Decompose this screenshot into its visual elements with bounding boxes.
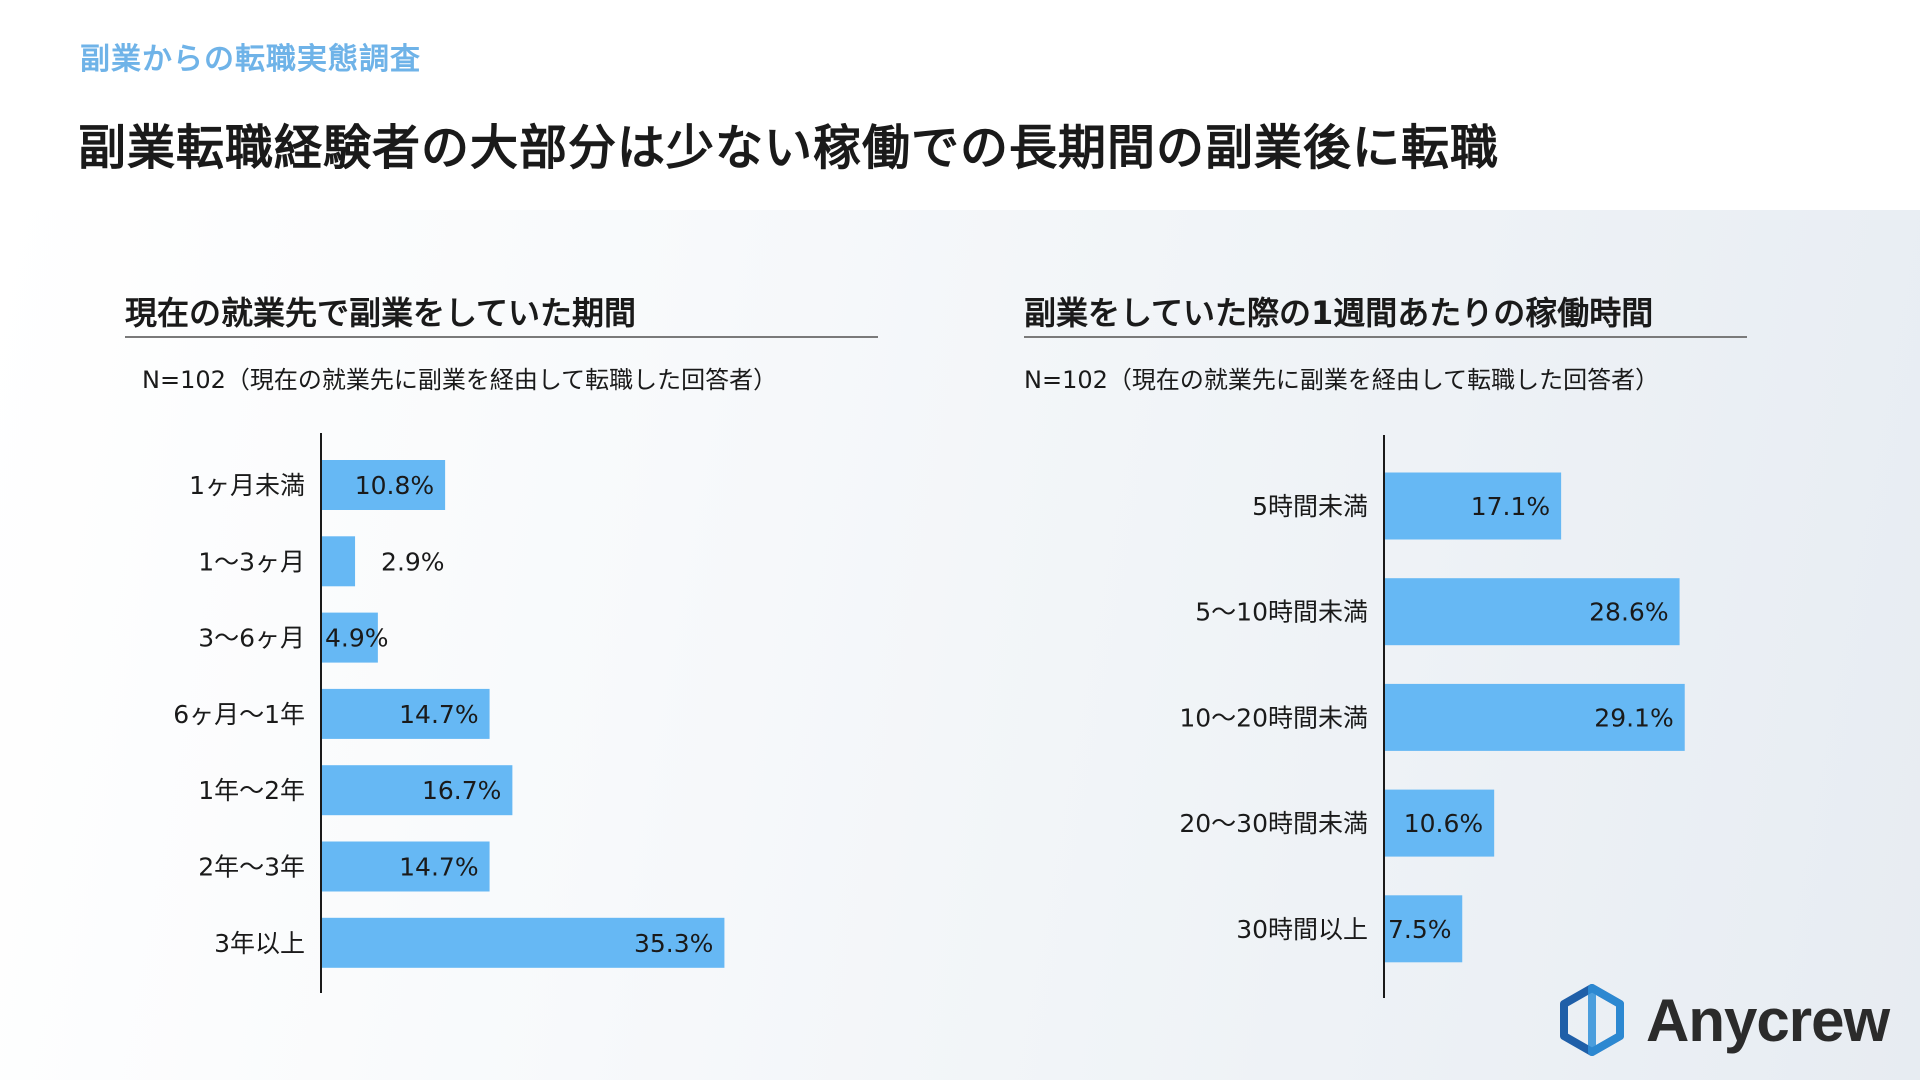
category-label: 10〜20時間未満 xyxy=(1179,703,1368,732)
bar xyxy=(1385,895,1463,963)
bar xyxy=(1385,472,1562,540)
value-label: 28.6% xyxy=(1589,598,1668,627)
bar xyxy=(322,688,490,739)
bar xyxy=(1385,789,1495,857)
value-label: 10.6% xyxy=(1404,809,1483,838)
category-label: 1年〜2年 xyxy=(198,776,305,805)
bar-chart-svg: 1ヶ月未満 10.8% 1〜3ヶ月 2.9% 3〜6ヶ月 4.9% 6ヶ月〜1年 14.7% 1… xyxy=(173,433,725,993)
chart-title: 副業をしていた際の1週間あたりの稼働時間 xyxy=(1024,294,1654,332)
bar xyxy=(322,841,490,892)
survey-eyebrow-title: 副業からの転職実態調査 xyxy=(80,42,421,77)
brand-logo: Anycrew xyxy=(1560,984,1900,1058)
chart-subtitle: N=102（現在の就業先に副業を経由して転職した回答者） xyxy=(142,366,778,394)
bar xyxy=(322,460,446,510)
category-label: 3年以上 xyxy=(214,929,305,958)
bar xyxy=(322,765,513,816)
value-label: 4.9% xyxy=(325,624,389,653)
brand-name: Anycrew xyxy=(1646,987,1890,1054)
category-label: 6ヶ月〜1年 xyxy=(173,700,305,729)
category-label: 30時間以上 xyxy=(1236,915,1368,944)
value-label: 35.3% xyxy=(634,929,713,958)
bar xyxy=(322,536,356,587)
bar xyxy=(322,917,725,968)
category-label: 1ヶ月未満 xyxy=(189,471,305,500)
value-label: 17.1% xyxy=(1471,492,1550,521)
chart-title: 現在の就業先で副業をしていた期間 xyxy=(125,294,637,332)
page-headline: 副業転職経験者の大部分は少ない稼働での長期間の副業後に転職 xyxy=(78,120,1500,176)
chart-weekly-work-hours: 副業をしていた際の1週間あたりの稼働時間 N=102（現在の就業先に副業を経由し… xyxy=(1024,288,1784,1008)
chart-side-job-duration: 現在の就業先で副業をしていた期間 N=102（現在の就業先に副業を経由して転職し… xyxy=(125,288,885,1008)
category-label: 2年〜3年 xyxy=(198,853,305,882)
category-label: 1〜3ヶ月 xyxy=(198,547,305,576)
bar-chart-svg: 5時間未満 17.1% 5〜10時間未満 28.6% 10〜20時間未満 29.1% 20〜… xyxy=(1179,435,1685,998)
bar xyxy=(1385,578,1680,646)
category-label: 20〜30時間未満 xyxy=(1179,809,1368,838)
value-label: 2.9% xyxy=(381,547,445,576)
hexagon-logo-icon xyxy=(1560,984,1624,1056)
value-label: 16.7% xyxy=(422,776,501,805)
value-label: 14.7% xyxy=(399,853,478,882)
title-underline xyxy=(1024,336,1747,338)
title-underline xyxy=(125,336,878,338)
bar xyxy=(322,612,378,663)
value-label: 14.7% xyxy=(399,700,478,729)
value-label: 10.8% xyxy=(355,471,434,500)
category-label: 5〜10時間未満 xyxy=(1195,598,1368,627)
chart-subtitle: N=102（現在の就業先に副業を経由して転職した回答者） xyxy=(1024,366,1660,394)
bar xyxy=(1385,683,1685,751)
value-label: 29.1% xyxy=(1594,703,1673,732)
value-label: 7.5% xyxy=(1388,915,1452,944)
category-label: 3〜6ヶ月 xyxy=(198,624,305,653)
category-label: 5時間未満 xyxy=(1252,492,1368,521)
